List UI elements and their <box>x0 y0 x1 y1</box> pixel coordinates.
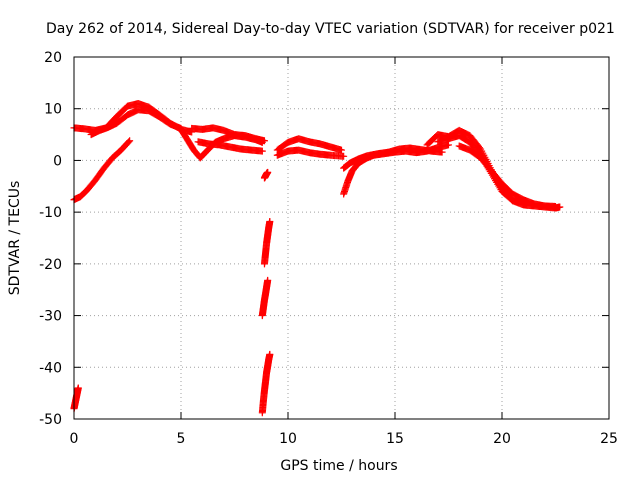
data-point <box>552 202 559 210</box>
x-tick-label: 20 <box>493 431 511 447</box>
data-point <box>264 168 272 176</box>
series-arc-10 <box>340 144 446 172</box>
series-drop-5 <box>258 350 274 417</box>
y-tick-label: 20 <box>44 50 62 66</box>
data-point <box>74 384 82 392</box>
y-tick-label: -10 <box>39 205 62 221</box>
series-drop-3 <box>260 217 274 268</box>
series-arc-6 <box>194 138 266 155</box>
plot-frame <box>73 56 610 420</box>
y-tick-label: -30 <box>39 309 62 325</box>
y-tick-label: -20 <box>39 257 62 273</box>
data-point <box>338 146 345 154</box>
series-arc-13 <box>455 142 559 210</box>
x-tick-label: 0 <box>70 431 79 447</box>
data-point <box>125 138 133 146</box>
y-tick-label: 10 <box>44 102 62 118</box>
x-tick-label: 10 <box>279 431 297 447</box>
x-axis-label: GPS time / hours <box>280 458 397 474</box>
data-point <box>260 137 268 145</box>
chart-title: Day 262 of 2014, Sidereal Day-to-day VTE… <box>46 21 615 37</box>
y-tick-label: 0 <box>53 153 62 169</box>
series-drop-1 <box>70 384 82 413</box>
series-arc-5 <box>188 124 268 145</box>
series-arc-7 <box>273 135 345 154</box>
series-arc-3 <box>87 106 185 139</box>
series-arc-8 <box>273 146 348 160</box>
data-point <box>126 137 134 145</box>
y-tick-label: -40 <box>39 360 62 376</box>
data-point <box>445 141 452 149</box>
x-tick-label: 5 <box>177 431 186 447</box>
y-tick-label: -50 <box>39 412 62 428</box>
data-point <box>264 276 272 284</box>
data-point <box>266 217 274 225</box>
data-point <box>258 147 266 155</box>
series-arc-1 <box>70 137 134 204</box>
grid <box>74 57 609 419</box>
data-point <box>340 152 348 160</box>
x-tick-label: 15 <box>386 431 404 447</box>
series-drop-4 <box>258 276 272 320</box>
series-drop-2 <box>260 168 272 182</box>
data-points <box>70 100 564 417</box>
data-point <box>438 148 446 156</box>
data-point <box>266 350 274 358</box>
x-tick-label: 25 <box>600 431 618 447</box>
y-axis-label: SDTVAR / TECUs <box>7 181 23 296</box>
